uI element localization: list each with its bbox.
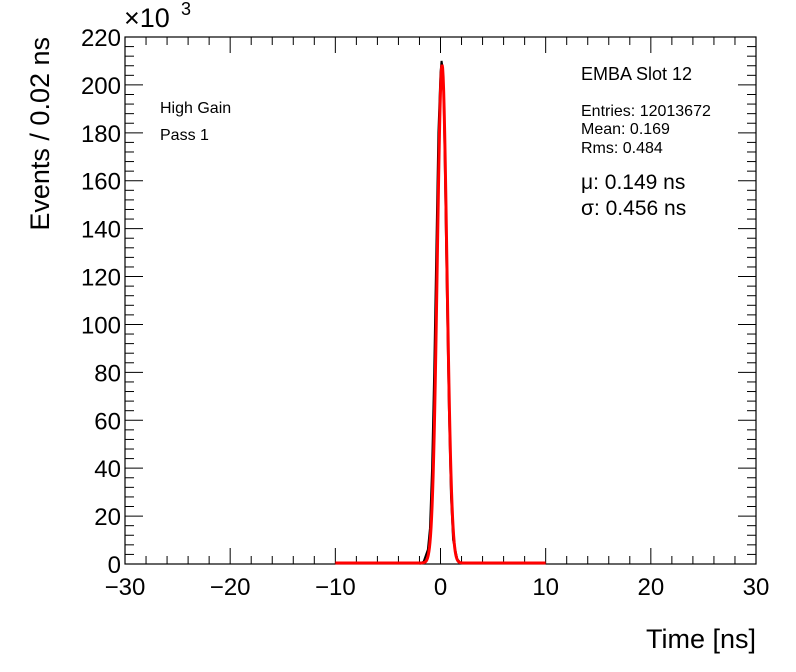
y-tick-label: 0 [108,552,121,579]
y-axis-tick-labels: 0 20 40 60 80 100 120 140 160 180 200 220 [81,25,121,579]
fit-sigma: σ: 0.456 ns [581,197,686,220]
y-tick-label: 140 [81,217,121,244]
x-axis-title: Time [ns] [646,624,756,654]
y-tick-label: 160 [81,169,121,196]
x-tick-label: 10 [532,574,559,601]
gaussian-fit-line [335,64,546,565]
x-tick-label: −20 [210,574,251,601]
y-multiplier: ×10 [124,3,170,33]
x-axis-ticks [124,37,757,564]
gain-annotation: High Gain [160,100,231,117]
y-tick-label: 120 [81,265,121,292]
y-tick-label: 100 [81,312,121,339]
y-tick-label: 220 [81,25,121,52]
y-tick-label: 200 [81,73,121,100]
y-tick-label: 40 [94,456,121,483]
x-tick-label: 30 [743,574,770,601]
y-multiplier-exponent: 3 [181,0,191,19]
pass-annotation: Pass 1 [160,127,209,144]
y-tick-label: 80 [94,360,121,387]
stats-title: EMBA Slot 12 [581,64,692,84]
stats-rms: Rms: 0.484 [581,140,663,157]
y-axis-title: Events / 0.02 ns [25,37,55,231]
stats-entries: Entries: 12013672 [581,103,711,120]
y-axis-ticks [125,36,756,565]
x-tick-label: 0 [434,574,447,601]
y-tick-label: 180 [81,121,121,148]
x-tick-label: 20 [637,574,664,601]
x-tick-label: −30 [105,574,146,601]
stats-mean: Mean: 0.169 [581,121,670,138]
x-axis-tick-labels: −30 −20 −10 0 10 20 30 [105,574,770,601]
y-tick-label: 60 [94,408,121,435]
x-tick-label: −10 [315,574,356,601]
fit-mu: μ: 0.149 ns [581,171,685,194]
y-tick-label: 20 [94,504,121,531]
